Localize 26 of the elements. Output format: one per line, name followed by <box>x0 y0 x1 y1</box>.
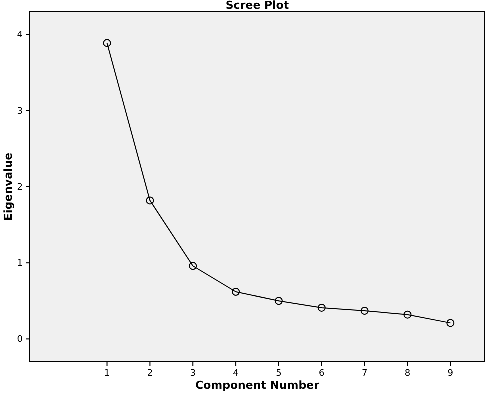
x-tick-label: 4 <box>233 369 240 379</box>
x-tick-label: 5 <box>276 369 282 379</box>
x-tick-label: 8 <box>404 369 411 379</box>
x-tick-label: 2 <box>147 369 154 379</box>
x-tick-label: 3 <box>190 369 196 379</box>
x-tick-label: 7 <box>362 369 368 379</box>
point <box>318 304 326 312</box>
y-tick-label: 2 <box>17 182 23 193</box>
y-tick-label: 1 <box>17 258 23 269</box>
x-axis-title: Component Number <box>196 379 320 392</box>
x-tick-label: 9 <box>448 369 454 379</box>
point <box>232 288 240 296</box>
x-tick-label: 6 <box>319 369 326 379</box>
point <box>404 310 412 319</box>
point <box>274 297 283 306</box>
point <box>146 196 154 205</box>
point <box>189 262 198 270</box>
y-tick-label: 4 <box>17 30 24 41</box>
x-tick-label: 1 <box>104 369 110 379</box>
point <box>103 39 112 48</box>
y-tick-label: 0 <box>17 335 24 346</box>
point <box>360 307 369 316</box>
y-axis-title: Eigenvalue <box>2 152 15 222</box>
point <box>446 319 455 328</box>
chart-title: Scree Plot <box>226 0 290 12</box>
y-tick-label: 3 <box>17 106 23 117</box>
